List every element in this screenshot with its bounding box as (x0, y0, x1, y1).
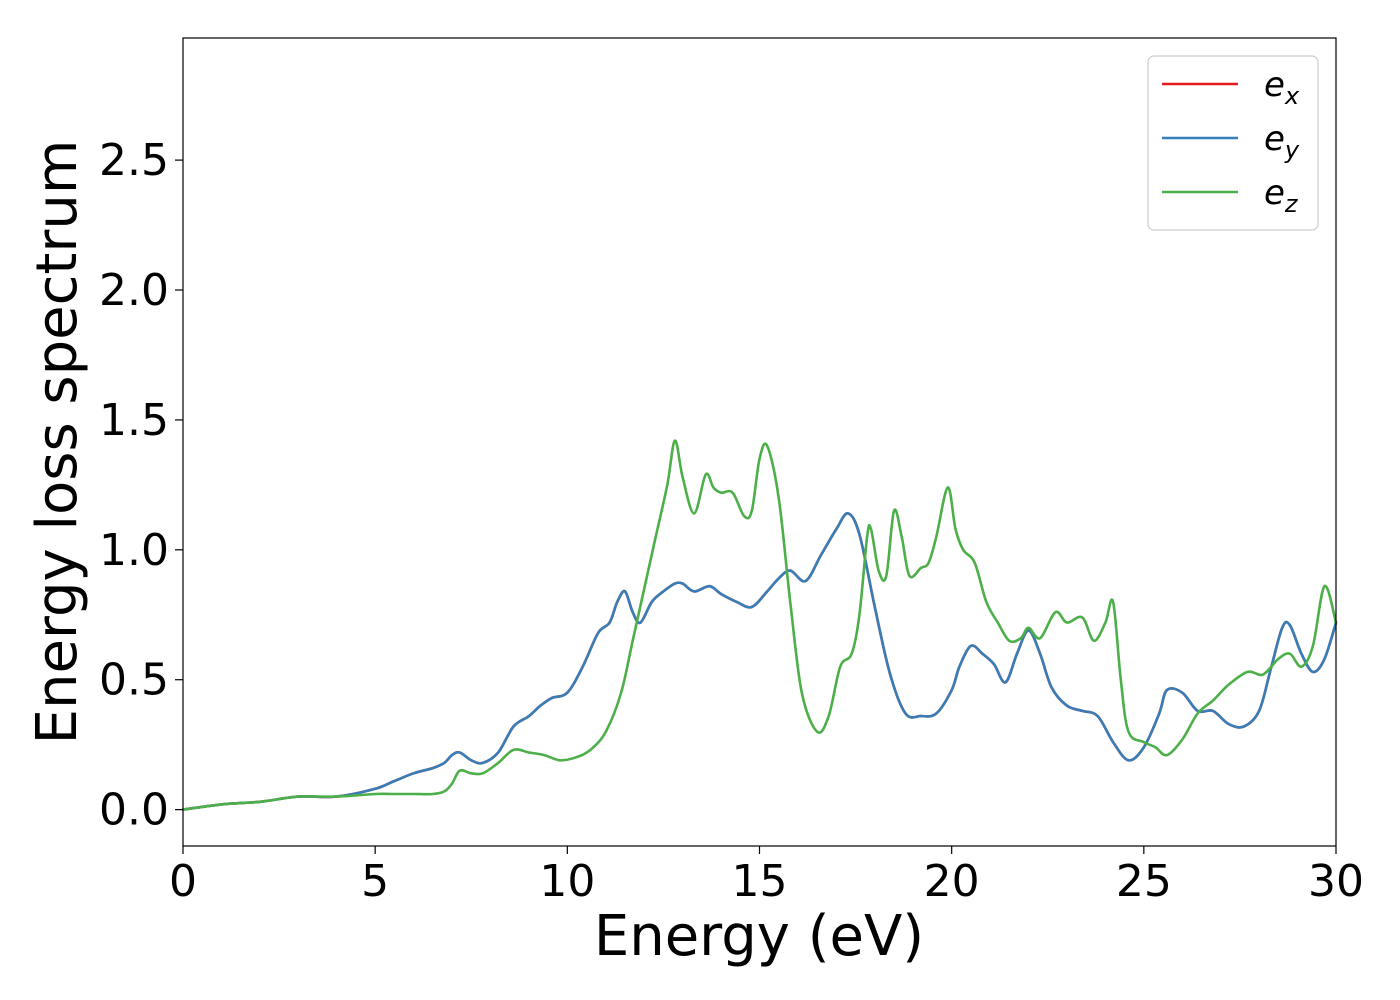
x-tick-label: 0 (169, 856, 197, 907)
legend-label-ey: ey (1264, 119, 1300, 164)
legend: ex ey ez (1147, 55, 1319, 231)
legend-label-ex-base: e (1264, 65, 1285, 105)
y-tick-label: 2.5 (99, 135, 169, 186)
x-tick-label: 25 (1116, 856, 1172, 907)
y-tick-label: 0.5 (99, 655, 169, 706)
legend-label-ey-base: e (1264, 119, 1285, 159)
x-tick-label: 5 (361, 856, 389, 907)
y-axis: 0.0 0.5 1.0 1.5 2.0 2.5 (99, 135, 183, 836)
legend-label-ez-base: e (1264, 173, 1285, 213)
y-tick-label: 1.5 (99, 395, 169, 446)
y-axis-title: Energy loss spectrum (25, 140, 90, 745)
x-axis-title: Energy (eV) (594, 904, 924, 969)
y-tick-label: 2.0 (99, 265, 169, 316)
legend-box (1147, 55, 1319, 231)
legend-label-ez: ez (1264, 173, 1299, 218)
x-tick-label: 15 (732, 856, 788, 907)
y-tick-label: 1.0 (99, 525, 169, 576)
x-axis: 0 5 10 15 20 25 30 (169, 846, 1364, 907)
legend-label-ex: ex (1264, 65, 1300, 110)
y-tick-label: 0.0 (99, 785, 169, 836)
x-tick-label: 10 (539, 856, 595, 907)
series-line-ey (181, 512, 1338, 811)
plot-area (183, 38, 1336, 846)
legend-label-ex-sub: x (1284, 82, 1300, 110)
series-line-ez (181, 439, 1338, 811)
x-tick-label: 30 (1308, 856, 1364, 907)
legend-label-ez-sub: z (1284, 190, 1299, 218)
legend-label-ey-sub: y (1284, 136, 1300, 164)
series-layer (181, 439, 1338, 811)
x-tick-label: 20 (924, 856, 980, 907)
